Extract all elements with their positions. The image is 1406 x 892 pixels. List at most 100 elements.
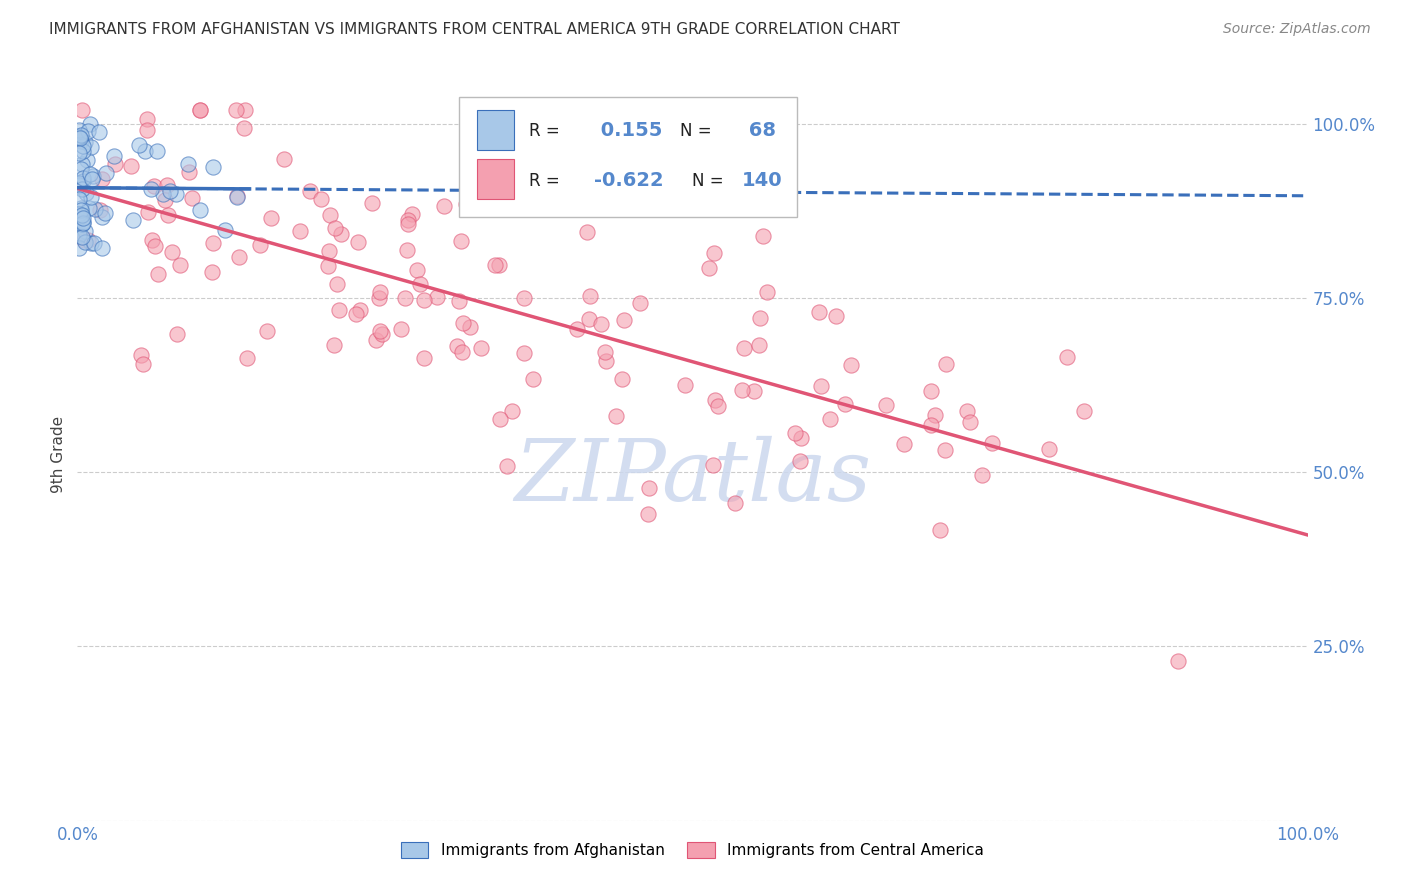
Point: [70, 128, 93, 143]
Point: [783, 426, 806, 441]
Point: [1073, 404, 1095, 418]
Point: [159, 185, 181, 199]
Point: [450, 345, 472, 359]
Point: [70, 202, 93, 216]
Point: [1038, 442, 1060, 457]
Point: [366, 333, 388, 347]
Point: [748, 310, 770, 325]
Point: [446, 339, 468, 353]
Point: [69, 162, 91, 177]
Point: [361, 196, 384, 211]
Point: [82, 172, 104, 186]
Point: [1056, 350, 1078, 364]
Point: [347, 235, 370, 250]
Point: [697, 261, 720, 276]
Point: [188, 203, 212, 218]
Point: [143, 239, 166, 253]
Bar: [477, 159, 515, 199]
FancyBboxPatch shape: [458, 96, 797, 218]
Point: [77, 233, 100, 247]
Point: [132, 357, 155, 371]
Point: [67, 192, 90, 206]
Point: [67, 228, 90, 243]
Point: [613, 313, 636, 327]
Text: R =: R =: [529, 171, 560, 190]
Text: IMMIGRANTS FROM AFGHANISTAN VS IMMIGRANTS FROM CENTRAL AMERICA 9TH GRADE CORRELA: IMMIGRANTS FROM AFGHANISTAN VS IMMIGRANT…: [49, 22, 900, 37]
Point: [72, 211, 94, 226]
Point: [704, 392, 727, 407]
Text: Source: ZipAtlas.com: Source: ZipAtlas.com: [1223, 22, 1371, 37]
Point: [91, 211, 114, 225]
Text: -0.622: -0.622: [595, 171, 664, 190]
Point: [235, 351, 257, 366]
Point: [75, 186, 97, 200]
Point: [90, 241, 112, 255]
Point: [595, 354, 617, 368]
Point: [72, 156, 94, 170]
Point: [141, 233, 163, 247]
Point: [412, 351, 434, 366]
Point: [146, 144, 169, 158]
Point: [367, 291, 389, 305]
Point: [67, 128, 90, 143]
Point: [256, 325, 278, 339]
Text: R =: R =: [529, 122, 560, 140]
Point: [818, 412, 841, 426]
Point: [323, 221, 346, 235]
Point: [152, 187, 174, 202]
Point: [405, 263, 427, 277]
Point: [79, 117, 101, 131]
Text: 68: 68: [742, 121, 776, 140]
Point: [328, 302, 350, 317]
Point: [576, 226, 599, 240]
Point: [924, 409, 946, 423]
Point: [841, 358, 863, 372]
Point: [128, 138, 150, 153]
Point: [496, 458, 519, 473]
Point: [628, 295, 651, 310]
Point: [730, 383, 752, 397]
Point: [135, 112, 157, 126]
Point: [67, 145, 90, 160]
Point: [201, 160, 224, 174]
Point: [201, 236, 224, 251]
Point: [450, 234, 472, 248]
Point: [724, 496, 747, 510]
Point: [810, 378, 832, 392]
Point: [181, 191, 204, 205]
Point: [70, 217, 93, 231]
Point: [789, 431, 811, 445]
Point: [920, 417, 942, 432]
Point: [458, 320, 481, 334]
Point: [129, 348, 152, 362]
Point: [70, 230, 93, 244]
Point: [825, 309, 848, 323]
Point: [513, 346, 536, 360]
Point: [72, 144, 94, 158]
Point: [89, 125, 111, 139]
Point: [73, 224, 96, 238]
Point: [103, 149, 125, 163]
Point: [565, 322, 588, 336]
Point: [578, 311, 600, 326]
Point: [179, 165, 201, 179]
Point: [177, 157, 200, 171]
Point: [834, 397, 856, 411]
Point: [135, 123, 157, 137]
Point: [214, 223, 236, 237]
Point: [67, 241, 90, 255]
Point: [80, 190, 103, 204]
Point: [79, 167, 101, 181]
Point: [83, 235, 105, 250]
Point: [329, 227, 352, 241]
Point: [70, 208, 93, 222]
Point: [260, 211, 283, 226]
Point: [318, 244, 340, 258]
Point: [67, 177, 90, 191]
Point: [756, 285, 779, 299]
Point: [368, 324, 391, 338]
Point: [349, 302, 371, 317]
Point: [488, 411, 510, 425]
Point: [226, 190, 249, 204]
Point: [920, 384, 942, 398]
